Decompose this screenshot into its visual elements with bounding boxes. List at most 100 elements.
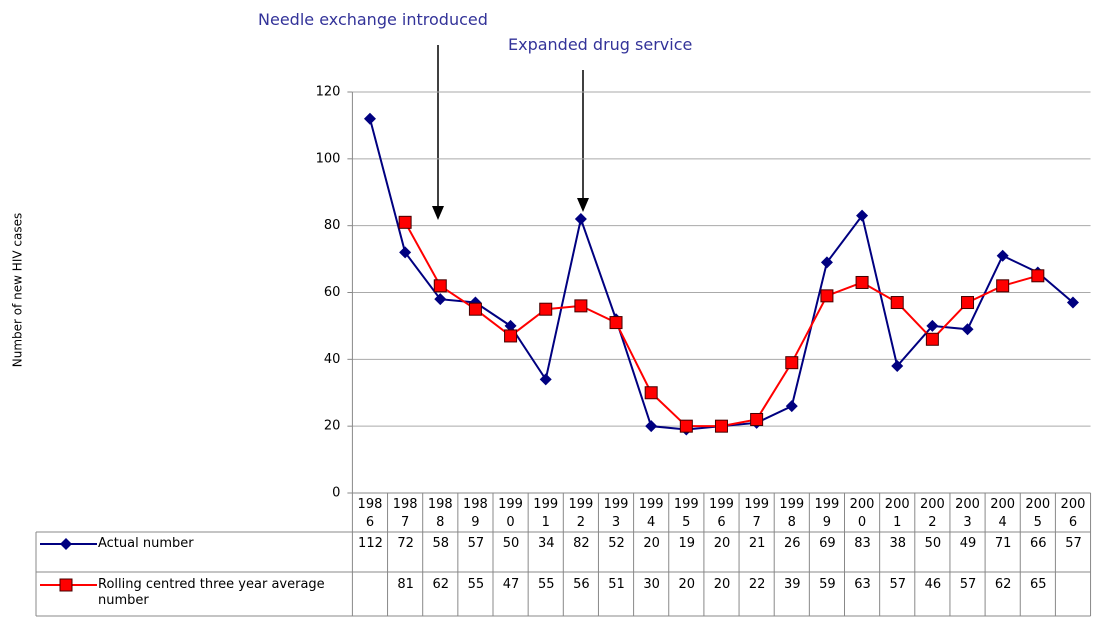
table-value: 63 <box>854 577 871 592</box>
x-tick-label: 1986 <box>357 497 383 530</box>
annotation: Expanded drug service <box>508 35 693 54</box>
table-value: 55 <box>537 577 555 592</box>
x-tick-label: 1999 <box>814 497 840 530</box>
x-tick-label: 1990 <box>498 497 523 530</box>
table-value: 72 <box>397 536 414 551</box>
table-value: 65 <box>1030 577 1047 592</box>
table-value: 20 <box>713 536 731 551</box>
table-value: 56 <box>573 577 590 592</box>
x-tick-label: 2006 <box>1060 497 1086 530</box>
table-value: 49 <box>959 536 977 551</box>
table-value: 50 <box>924 536 942 551</box>
point <box>399 246 412 259</box>
point <box>1031 269 1045 283</box>
point <box>996 279 1010 293</box>
table-value: 55 <box>467 577 485 592</box>
x-tick-label: 1996 <box>709 497 734 530</box>
table-value: 62 <box>432 577 450 592</box>
table-value: 81 <box>397 577 414 592</box>
table-value: 34 <box>537 536 555 551</box>
y-tick-label: 60 <box>324 285 341 300</box>
point <box>785 400 798 413</box>
y-tick-label: 0 <box>332 486 340 501</box>
point <box>504 329 518 343</box>
x-tick-label: 1988 <box>427 497 453 530</box>
point <box>645 420 658 433</box>
table-value: 20 <box>643 536 660 551</box>
arrowhead <box>577 198 589 212</box>
table-value: 50 <box>502 536 520 551</box>
series-line <box>404 221 1039 428</box>
table-value: 57 <box>959 577 977 592</box>
point <box>679 419 693 433</box>
table-value: 58 <box>432 536 450 551</box>
table-value: 82 <box>573 536 590 551</box>
y-tick-label: 40 <box>324 352 341 367</box>
x-tick-label: 2002 <box>919 497 945 530</box>
point <box>539 302 553 316</box>
point <box>609 316 623 330</box>
table-value: 20 <box>678 577 696 592</box>
point <box>856 209 869 222</box>
x-tick-label: 1989 <box>463 497 488 530</box>
x-tick-label: 1987 <box>392 497 418 530</box>
table-value: 57 <box>467 536 485 551</box>
point <box>785 356 799 370</box>
point <box>1066 296 1079 309</box>
table-value: 39 <box>783 577 801 592</box>
table-value: 21 <box>748 536 766 551</box>
table-value: 112 <box>358 536 383 551</box>
point <box>433 279 447 293</box>
legend-marker <box>59 578 73 592</box>
point <box>961 323 974 336</box>
point <box>434 293 447 306</box>
legend-label: Rolling centred three year average numbe… <box>98 577 325 608</box>
x-tick-label: 1995 <box>673 497 699 530</box>
point <box>996 249 1009 262</box>
table-value: 19 <box>678 536 696 551</box>
x-tick-label: 2004 <box>990 497 1016 530</box>
point <box>468 302 482 316</box>
point <box>574 212 587 225</box>
x-tick-label: 2003 <box>955 497 980 530</box>
x-tick-label: 1993 <box>603 497 629 530</box>
y-axis-label: Number of new HIV cases <box>11 213 25 367</box>
table-value: 22 <box>748 577 766 592</box>
annotation: Needle exchange introduced <box>258 10 488 29</box>
table-value: 66 <box>1030 536 1047 551</box>
point <box>820 256 833 269</box>
x-tick-label: 2005 <box>1025 497 1051 530</box>
table-value: 46 <box>924 577 942 592</box>
point <box>644 386 658 400</box>
table-value: 26 <box>783 536 801 551</box>
table-value: 71 <box>994 536 1012 551</box>
x-tick-label: 1994 <box>638 497 664 530</box>
x-tick-label: 2001 <box>884 497 910 530</box>
point <box>925 332 939 346</box>
table-value: 57 <box>889 577 906 592</box>
point <box>961 296 975 310</box>
y-tick-label: 20 <box>324 419 341 434</box>
y-tick-label: 100 <box>316 151 341 166</box>
arrowhead <box>432 206 444 220</box>
table-value: 62 <box>994 577 1012 592</box>
legend-label: Actual number <box>98 536 194 551</box>
x-tick-label: 1992 <box>568 497 594 530</box>
point <box>504 319 517 332</box>
point <box>750 412 764 426</box>
table-value: 38 <box>889 536 906 551</box>
y-tick-label: 120 <box>316 85 341 100</box>
point <box>891 360 904 373</box>
legend-marker <box>60 538 72 550</box>
series-line <box>369 118 1074 431</box>
table-value: 52 <box>608 536 625 551</box>
table-value: 30 <box>643 577 660 592</box>
table-value: 83 <box>854 536 871 551</box>
point <box>890 296 904 310</box>
point <box>820 289 834 303</box>
table-value: 57 <box>1065 536 1082 551</box>
x-tick-label: 2000 <box>849 497 875 530</box>
point <box>574 299 588 313</box>
